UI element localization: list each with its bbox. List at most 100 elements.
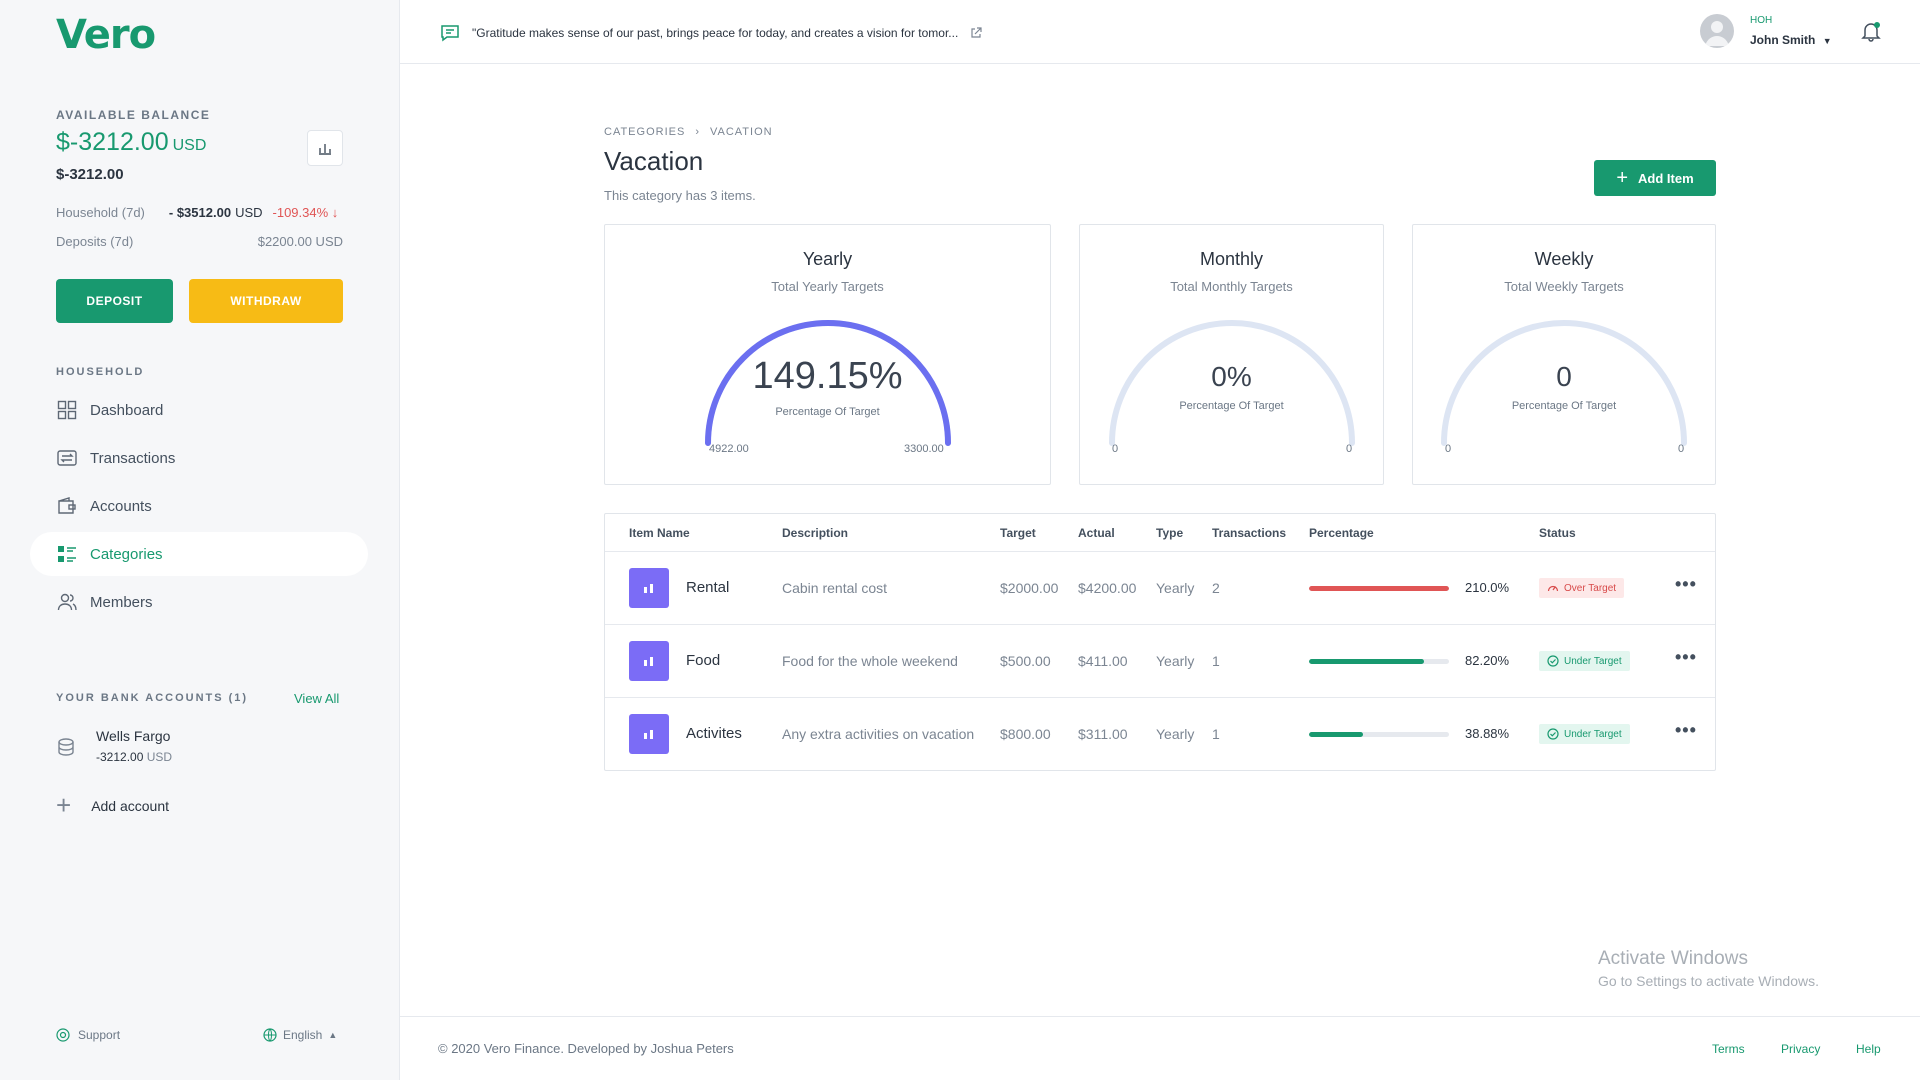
message-icon bbox=[441, 25, 459, 42]
item-target: $800.00 bbox=[1000, 726, 1051, 742]
coins-icon bbox=[58, 738, 74, 756]
column-header[interactable]: Transactions bbox=[1212, 526, 1287, 540]
yearly-target-card: Yearly Total Yearly Targets 149.15% Perc… bbox=[604, 224, 1051, 485]
sidebar-item-members[interactable]: Members bbox=[30, 580, 368, 624]
support-link[interactable]: Support bbox=[56, 1028, 120, 1042]
dashboard-icon bbox=[56, 399, 78, 421]
user-avatar-icon bbox=[1705, 21, 1729, 46]
breadcrumb-item[interactable]: CATEGORIES bbox=[604, 126, 686, 138]
add-item-label: Add Item bbox=[1638, 170, 1694, 186]
add-account-label: Add account bbox=[91, 797, 170, 814]
user-menu[interactable]: John Smith ▼ bbox=[1750, 33, 1832, 47]
item-target: $2000.00 bbox=[1000, 580, 1059, 596]
sidebar-item-transactions[interactable]: Transactions bbox=[30, 436, 368, 480]
sidebar-item-label: Dashboard bbox=[90, 401, 164, 419]
item-transactions: 1 bbox=[1212, 726, 1220, 742]
help-link[interactable]: Help bbox=[1856, 1042, 1881, 1056]
external-link-icon[interactable] bbox=[970, 27, 982, 39]
breadcrumb: CATEGORIES › VACATION bbox=[604, 126, 773, 138]
add-item-button[interactable]: + Add Item bbox=[1594, 160, 1716, 196]
monthly-target-card: Monthly Total Monthly Targets 0% Percent… bbox=[1079, 224, 1384, 485]
column-header[interactable]: Percentage bbox=[1309, 526, 1374, 540]
avatar[interactable] bbox=[1700, 14, 1734, 48]
more-actions-icon[interactable]: ••• bbox=[1675, 574, 1697, 594]
withdraw-button[interactable]: WITHDRAW bbox=[189, 279, 343, 323]
yearly-gauge bbox=[704, 320, 951, 446]
item-target: $500.00 bbox=[1000, 653, 1051, 669]
check-circle-icon bbox=[1547, 655, 1559, 667]
monthly-gauge bbox=[1108, 320, 1355, 446]
app-logo[interactable]: Vero bbox=[56, 12, 156, 58]
daily-quote[interactable]: "Gratitude makes sense of our past, brin… bbox=[440, 24, 982, 42]
add-account-button[interactable]: + Add account bbox=[56, 790, 169, 821]
stat-change: -109.34% ↓ bbox=[272, 205, 339, 220]
breadcrumb-item: VACATION bbox=[709, 126, 773, 138]
stat-amount: $2200.00 USD bbox=[257, 234, 343, 249]
household-section-label: HOUSEHOLD bbox=[56, 366, 145, 378]
status-badge: Over Target bbox=[1539, 578, 1625, 598]
gauge-max: 3300.00 bbox=[904, 443, 944, 455]
status-badge: Under Target bbox=[1539, 724, 1630, 744]
item-actual: $411.00 bbox=[1078, 653, 1128, 669]
balance-chart-button[interactable] bbox=[307, 130, 343, 166]
sidebar-nav: Dashboard Transactions Accounts Categori… bbox=[30, 388, 368, 628]
members-icon bbox=[56, 591, 78, 613]
more-actions-icon[interactable]: ••• bbox=[1675, 647, 1697, 667]
gauge-min: 0 bbox=[1112, 443, 1119, 455]
deposit-button[interactable]: DEPOSIT bbox=[56, 279, 173, 323]
bank-currency: USD bbox=[146, 750, 173, 764]
weekly-target-card: Weekly Total Weekly Targets 0 Percentage… bbox=[1412, 224, 1716, 485]
terms-link[interactable]: Terms bbox=[1712, 1042, 1745, 1056]
column-header[interactable]: Target bbox=[1000, 526, 1036, 540]
sidebar-item-categories[interactable]: Categories bbox=[30, 532, 368, 576]
top-header: "Gratitude makes sense of our past, brin… bbox=[400, 0, 1920, 64]
bank-name: Wells Fargo bbox=[96, 728, 171, 744]
item-name[interactable]: Food bbox=[686, 652, 721, 669]
table-row[interactable]: Activites Any extra activities on vacati… bbox=[605, 698, 1715, 771]
item-description: Any extra activities on vacation bbox=[782, 726, 975, 742]
sidebar: Vero AVAILABLE BALANCE $-3212.00 USD $-32… bbox=[0, 0, 400, 1080]
more-actions-icon[interactable]: ••• bbox=[1675, 720, 1697, 740]
column-header[interactable]: Type bbox=[1156, 526, 1184, 540]
table-row[interactable]: Food Food for the whole weekend $500.00 … bbox=[605, 625, 1715, 698]
status-label: Under Target bbox=[1564, 728, 1622, 740]
sidebar-item-accounts[interactable]: Accounts bbox=[30, 484, 368, 528]
table-row[interactable]: Rental Cabin rental cost $2000.00 $4200.… bbox=[605, 552, 1715, 625]
household-stat: Household (7d) - $3512.00 USD -109.34% ↓ bbox=[56, 205, 343, 220]
column-header[interactable]: Status bbox=[1539, 526, 1576, 540]
gauge-value: 149.15% bbox=[752, 355, 903, 397]
progress-fill bbox=[1309, 586, 1449, 591]
sidebar-item-label: Accounts bbox=[90, 497, 152, 515]
sidebar-item-dashboard[interactable]: Dashboard bbox=[30, 388, 368, 432]
bar-chart-icon bbox=[629, 568, 669, 608]
gauge-track bbox=[1108, 320, 1355, 446]
progress-bar bbox=[1309, 659, 1449, 664]
user-name: John Smith bbox=[1750, 33, 1816, 47]
categories-icon bbox=[56, 543, 78, 565]
privacy-link[interactable]: Privacy bbox=[1781, 1042, 1821, 1056]
language-selector[interactable]: English ▲ bbox=[263, 1028, 337, 1042]
gauge-fill bbox=[704, 320, 951, 446]
column-header[interactable]: Description bbox=[782, 526, 849, 540]
sidebar-item-label: Transactions bbox=[90, 449, 176, 467]
items-table: Item Name Description Target Actual Type… bbox=[604, 513, 1716, 771]
item-name[interactable]: Rental bbox=[686, 579, 730, 596]
column-header[interactable]: Actual bbox=[1078, 526, 1115, 540]
weekly-gauge bbox=[1441, 320, 1687, 446]
quote-text: "Gratitude makes sense of our past, brin… bbox=[472, 26, 959, 40]
stat-currency: USD bbox=[235, 205, 263, 220]
column-header[interactable]: Item Name bbox=[629, 526, 690, 540]
item-name[interactable]: Activites bbox=[686, 725, 742, 742]
check-circle-icon bbox=[1547, 728, 1559, 740]
view-all-link[interactable]: View All bbox=[294, 691, 340, 706]
chevron-down-icon: ▼ bbox=[1822, 36, 1832, 46]
gauge-label: Percentage Of Target bbox=[1511, 400, 1617, 412]
plus-icon: + bbox=[56, 790, 72, 820]
item-type: Yearly bbox=[1156, 580, 1195, 596]
card-subtitle: Total Yearly Targets bbox=[771, 279, 884, 294]
balance-amount: $-3212.00 bbox=[56, 128, 169, 156]
bank-account-item[interactable]: Wells Fargo -3212.00 USD bbox=[56, 728, 172, 764]
notifications-button[interactable] bbox=[1860, 20, 1882, 42]
stat-label: Household (7d) bbox=[56, 205, 145, 220]
available-balance: $-3212.00 USD bbox=[56, 128, 206, 157]
